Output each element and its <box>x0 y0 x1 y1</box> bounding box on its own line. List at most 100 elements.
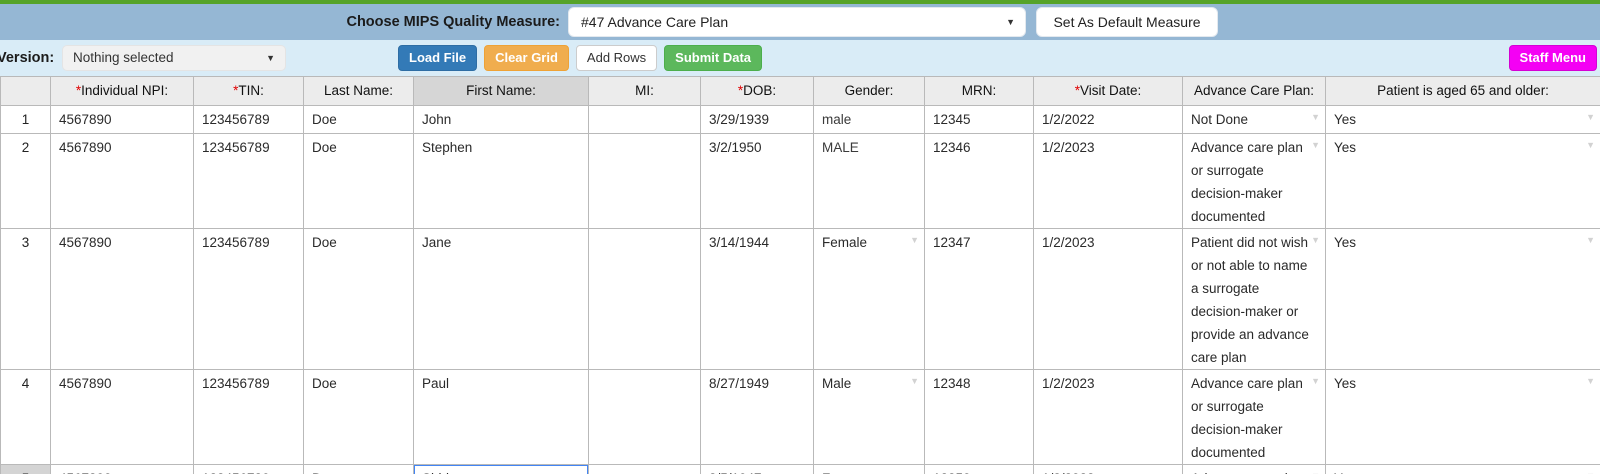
row-header-4[interactable]: 4 <box>0 369 51 465</box>
dropdown-arrow-icon[interactable]: ▼ <box>907 140 917 151</box>
cell-visit-row4[interactable]: 1/2/2023 <box>1033 369 1183 465</box>
cell-aged65-row3[interactable]: Yes ▼ <box>1325 228 1600 370</box>
dropdown-arrow-icon[interactable]: ▼ <box>1311 140 1320 150</box>
cell-dob-row5[interactable]: 8/5/1947 <box>700 464 814 474</box>
column-header-mi[interactable]: MI: <box>588 76 701 106</box>
required-asterisk: * <box>75 83 82 98</box>
cell-dob-row3[interactable]: 3/14/1944 <box>700 228 814 370</box>
dropdown-arrow-icon[interactable]: ▼ <box>910 235 919 245</box>
cell-gender-row4[interactable]: Male ▼ <box>813 369 925 465</box>
cell-mi-row1[interactable] <box>588 105 701 134</box>
cell-tin-row4[interactable]: 123456789 <box>193 369 304 465</box>
cell-first-row3[interactable]: Jane <box>413 228 589 370</box>
dropdown-arrow-icon[interactable]: ▼ <box>1586 235 1595 245</box>
cell-aged65-row2[interactable]: Yes ▼ <box>1325 133 1600 229</box>
cell-npi-row1[interactable]: 4567890 <box>50 105 194 134</box>
version-select-value: Nothing selected <box>73 50 174 65</box>
row-header-2[interactable]: 2 <box>0 133 51 229</box>
dropdown-arrow-icon[interactable]: ▼ <box>1311 376 1320 386</box>
load-file-button[interactable]: Load File <box>398 45 478 71</box>
dropdown-arrow-icon[interactable]: ▼ <box>1586 376 1595 386</box>
column-header-npi[interactable]: *Individual NPI: <box>50 76 194 106</box>
cell-npi-row2[interactable]: 4567890 <box>50 133 194 229</box>
cell-mi-row3[interactable] <box>588 228 701 370</box>
cell-mi-row2[interactable] <box>588 133 701 229</box>
cell-tin-row2[interactable]: 123456789 <box>193 133 304 229</box>
dropdown-arrow-icon[interactable]: ▼ <box>1311 472 1320 474</box>
cell-visit-row3[interactable]: 1/2/2023 <box>1033 228 1183 370</box>
cell-acp-row5[interactable]: Advance care plan or surrogate decision-… <box>1182 464 1326 474</box>
submit-data-button[interactable]: Submit Data <box>664 45 763 71</box>
cell-last-row5[interactable]: Doe <box>303 464 414 474</box>
column-header-mrn[interactable]: MRN: <box>924 76 1034 106</box>
clear-grid-button[interactable]: Clear Grid <box>484 45 569 71</box>
set-default-measure-button[interactable]: Set As Default Measure <box>1036 7 1218 37</box>
cell-tin-row5[interactable]: 123456789 <box>193 464 304 474</box>
version-select[interactable]: Nothing selected ▼ <box>62 45 286 71</box>
column-header-dob[interactable]: *DOB: <box>700 76 814 106</box>
cell-mrn-row2[interactable]: 12346 <box>924 133 1034 229</box>
dropdown-arrow-icon[interactable]: ▼ <box>1586 140 1595 150</box>
cell-npi-row5[interactable]: 4567890 <box>50 464 194 474</box>
cell-visit-row5[interactable]: 1/2/2023 <box>1033 464 1183 474</box>
column-header-tin[interactable]: *TIN: <box>193 76 304 106</box>
cell-mrn-row3[interactable]: 12347 <box>924 228 1034 370</box>
cell-acp-row4[interactable]: Advance care plan or surrogate decision-… <box>1182 369 1326 465</box>
cell-first-row2[interactable]: Stephen <box>413 133 589 229</box>
cell-acp-row2[interactable]: Advance care plan or surrogate decision-… <box>1182 133 1326 229</box>
cell-mi-row4[interactable] <box>588 369 701 465</box>
cell-npi-row3[interactable]: 4567890 <box>50 228 194 370</box>
dropdown-arrow-icon[interactable]: ▼ <box>907 112 917 123</box>
staff-menu-button[interactable]: Staff Menu <box>1508 45 1597 71</box>
dropdown-arrow-icon[interactable]: ▼ <box>1586 112 1595 122</box>
cell-last-row4[interactable]: Doe <box>303 369 414 465</box>
cell-acp-row1[interactable]: Not Done ▼ <box>1182 105 1326 134</box>
cell-gender-row2[interactable]: MALE ▼ <box>813 133 925 229</box>
dropdown-arrow-icon[interactable]: ▼ <box>907 472 917 474</box>
cell-aged65-row1[interactable]: Yes ▼ <box>1325 105 1600 134</box>
cell-mrn-row1[interactable]: 12345 <box>924 105 1034 134</box>
cell-tin-row3[interactable]: 123456789 <box>193 228 304 370</box>
data-grid: *Individual NPI: *TIN: Last Name: First Nam… <box>0 76 1600 474</box>
cell-npi-row4[interactable]: 4567890 <box>50 369 194 465</box>
cell-visit-row1[interactable]: 1/2/2022 <box>1033 105 1183 134</box>
row-header-corner[interactable] <box>0 76 51 106</box>
measure-label: Choose MIPS Quality Measure: <box>346 14 560 30</box>
row-header-3[interactable]: 3 <box>0 228 51 370</box>
cell-mrn-row4[interactable]: 12348 <box>924 369 1034 465</box>
cell-dob-row1[interactable]: 3/29/1939 <box>700 105 814 134</box>
cell-tin-row1[interactable]: 123456789 <box>193 105 304 134</box>
cell-dob-row4[interactable]: 8/27/1949 <box>700 369 814 465</box>
cell-acp-row3[interactable]: Patient did not wish or not able to name… <box>1182 228 1326 370</box>
cell-first-row4[interactable]: Paul <box>413 369 589 465</box>
add-rows-button[interactable]: Add Rows <box>575 45 658 71</box>
cell-gender-row1[interactable]: male ▼ <box>813 105 925 134</box>
cell-visit-row2[interactable]: 1/2/2023 <box>1033 133 1183 229</box>
dropdown-arrow-icon[interactable]: ▼ <box>1586 472 1595 474</box>
row-header-1[interactable]: 1 <box>0 105 51 134</box>
dropdown-arrow-icon[interactable]: ▼ <box>1311 112 1320 122</box>
dropdown-arrow-icon[interactable]: ▼ <box>1311 235 1320 245</box>
cell-gender-row5[interactable]: F▼ <box>813 464 925 474</box>
toolbar: Version: Nothing selected ▼ Load File Cl… <box>0 40 1600 76</box>
cell-mi-row5[interactable] <box>588 464 701 474</box>
cell-dob-row2[interactable]: 3/2/1950 <box>700 133 814 229</box>
column-header-acp[interactable]: Advance Care Plan: <box>1182 76 1326 106</box>
cell-gender-row3[interactable]: Female ▼ <box>813 228 925 370</box>
column-header-first[interactable]: First Name: <box>413 76 589 106</box>
dropdown-arrow-icon[interactable]: ▼ <box>910 376 919 386</box>
cell-last-row2[interactable]: Doe <box>303 133 414 229</box>
cell-last-row1[interactable]: Doe <box>303 105 414 134</box>
cell-aged65-row4[interactable]: Yes ▼ <box>1325 369 1600 465</box>
cell-mrn-row5[interactable]: 12350 <box>924 464 1034 474</box>
row-header-5[interactable]: 5 <box>0 464 51 474</box>
column-header-aged65[interactable]: Patient is aged 65 and older: <box>1325 76 1600 106</box>
measure-select[interactable]: #47 Advance Care Plan ▼ <box>568 7 1026 37</box>
cell-last-row3[interactable]: Doe <box>303 228 414 370</box>
cell-first-row1[interactable]: John <box>413 105 589 134</box>
cell-first-row5[interactable]: Shirley <box>413 464 589 474</box>
column-header-gender[interactable]: Gender: <box>813 76 925 106</box>
cell-aged65-row5[interactable]: Yes▼ <box>1325 464 1600 474</box>
column-header-last[interactable]: Last Name: <box>303 76 414 106</box>
column-header-visit[interactable]: *Visit Date: <box>1033 76 1183 106</box>
